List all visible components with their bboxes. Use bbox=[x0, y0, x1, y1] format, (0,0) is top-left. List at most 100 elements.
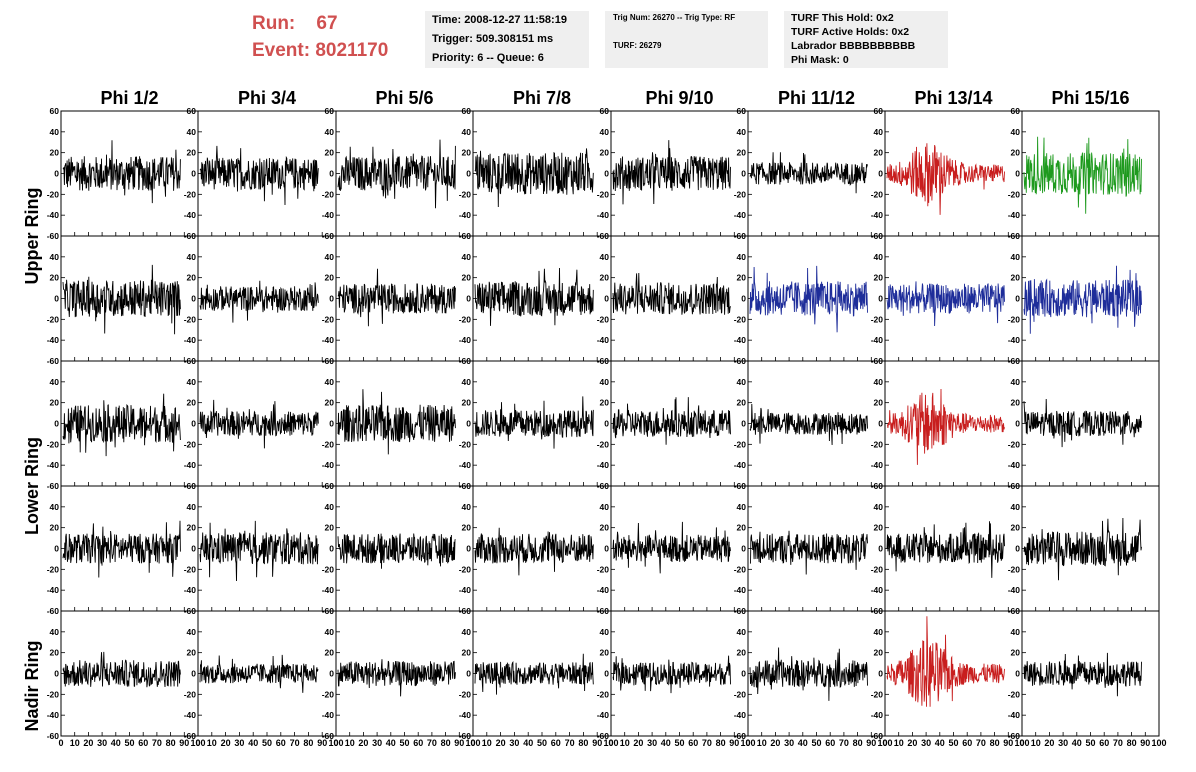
y-tick-label: -40 bbox=[47, 585, 60, 595]
y-tick-label: 20 bbox=[874, 148, 884, 158]
y-tick-label: 0 bbox=[604, 544, 609, 554]
y-tick-label: 40 bbox=[462, 502, 472, 512]
y-tick-label: -40 bbox=[734, 585, 747, 595]
y-tick-label: 40 bbox=[737, 252, 747, 262]
waveform-trace bbox=[337, 139, 456, 209]
y-tick-label: -40 bbox=[184, 585, 197, 595]
y-tick-label: 0 bbox=[466, 169, 471, 179]
column-header: Phi 11/12 bbox=[778, 88, 855, 108]
y-tick-label: 60 bbox=[187, 106, 197, 116]
waveform-trace bbox=[474, 396, 594, 449]
run-line: Run: 67 bbox=[252, 10, 388, 37]
y-tick-label: 40 bbox=[600, 127, 610, 137]
y-tick-label: 40 bbox=[325, 252, 335, 262]
x-tick-label: 40 bbox=[248, 738, 258, 748]
waveform-trace bbox=[474, 653, 594, 695]
y-tick-label: -40 bbox=[322, 460, 335, 470]
waveform-trace bbox=[749, 530, 868, 575]
turf-this-hold-text: TURF This Hold: 0x2 bbox=[791, 12, 894, 24]
y-tick-label: -20 bbox=[47, 439, 60, 449]
column-header: Phi 3/4 bbox=[238, 88, 296, 108]
y-tick-label: 60 bbox=[874, 106, 884, 116]
y-tick-label: 40 bbox=[600, 502, 610, 512]
y-tick-label: 0 bbox=[466, 669, 471, 679]
y-tick-label: 20 bbox=[50, 398, 60, 408]
x-tick-label: 100 bbox=[1014, 738, 1029, 748]
waveform-trace bbox=[749, 403, 868, 446]
waveform-trace bbox=[337, 268, 456, 327]
y-tick-label: 40 bbox=[187, 127, 197, 137]
y-tick-label: -40 bbox=[597, 710, 610, 720]
y-tick-label: 20 bbox=[187, 648, 197, 658]
y-tick-label: 0 bbox=[191, 294, 196, 304]
x-tick-label: 20 bbox=[221, 738, 231, 748]
y-tick-label: 40 bbox=[50, 127, 60, 137]
waveform-trace bbox=[886, 143, 1005, 215]
panel-frame bbox=[335, 485, 474, 612]
x-tick-label: 100 bbox=[740, 738, 755, 748]
y-tick-label: -40 bbox=[871, 335, 884, 345]
y-tick-label: -20 bbox=[734, 689, 747, 699]
y-tick-label: 0 bbox=[191, 669, 196, 679]
y-tick-label: 40 bbox=[187, 377, 197, 387]
y-tick-label: -20 bbox=[459, 439, 472, 449]
y-tick-label: 20 bbox=[874, 523, 884, 533]
y-tick-label: -20 bbox=[871, 314, 884, 324]
y-tick-label: -40 bbox=[459, 210, 472, 220]
y-tick-label: 0 bbox=[54, 169, 59, 179]
y-tick-label: 20 bbox=[1011, 273, 1021, 283]
y-tick-label: -40 bbox=[1008, 710, 1021, 720]
x-tick-label: 80 bbox=[578, 738, 588, 748]
waveform-trace bbox=[199, 520, 319, 582]
y-tick-label: 20 bbox=[600, 148, 610, 158]
y-tick-label: -20 bbox=[47, 564, 60, 574]
y-tick-label: 20 bbox=[874, 273, 884, 283]
y-tick-label: -20 bbox=[184, 189, 197, 199]
ring-label: Nadir Ring bbox=[22, 640, 42, 731]
y-tick-label: -20 bbox=[734, 439, 747, 449]
y-tick-label: -60 bbox=[47, 606, 60, 616]
waveform-trace bbox=[886, 521, 1005, 578]
column-header: Phi 9/10 bbox=[645, 88, 713, 108]
waveform-trace bbox=[1023, 517, 1142, 581]
y-tick-label: -40 bbox=[871, 210, 884, 220]
y-tick-label: 20 bbox=[325, 148, 335, 158]
y-tick-label: -20 bbox=[322, 439, 335, 449]
trigger-info-box: Trig Num: 26270 -- Trig Type: RF TURF: 2… bbox=[605, 11, 768, 68]
y-tick-label: 40 bbox=[462, 127, 472, 137]
y-tick-label: 20 bbox=[325, 273, 335, 283]
y-tick-label: 0 bbox=[54, 419, 59, 429]
y-tick-label: 20 bbox=[600, 648, 610, 658]
column-header: Phi 15/16 bbox=[1051, 88, 1129, 108]
y-tick-label: 40 bbox=[462, 627, 472, 637]
x-tick-label: 30 bbox=[509, 738, 519, 748]
y-tick-label: -20 bbox=[597, 189, 610, 199]
x-tick-label: 70 bbox=[1113, 738, 1123, 748]
x-tick-label: 70 bbox=[427, 738, 437, 748]
time-text: Time: 2008-12-27 11:58:19 bbox=[432, 14, 567, 26]
turf-info-box: TURF This Hold: 0x2 TURF Active Holds: 0… bbox=[784, 11, 948, 68]
x-tick-label: 90 bbox=[1140, 738, 1150, 748]
x-tick-label: 70 bbox=[565, 738, 575, 748]
x-tick-label: 30 bbox=[784, 738, 794, 748]
x-tick-label: 10 bbox=[1031, 738, 1041, 748]
y-tick-label: -40 bbox=[871, 460, 884, 470]
y-tick-label: -40 bbox=[322, 335, 335, 345]
x-tick-label: 90 bbox=[866, 738, 876, 748]
x-tick-label: 80 bbox=[990, 738, 1000, 748]
waveform-trace bbox=[1023, 398, 1142, 448]
x-tick-label: 20 bbox=[633, 738, 643, 748]
y-tick-label: -20 bbox=[47, 314, 60, 324]
y-tick-label: 20 bbox=[325, 398, 335, 408]
x-tick-label: 100 bbox=[1151, 738, 1166, 748]
y-tick-label: 40 bbox=[874, 252, 884, 262]
y-tick-label: 0 bbox=[54, 294, 59, 304]
waveform-trace bbox=[337, 659, 456, 697]
y-tick-label: 0 bbox=[878, 544, 883, 554]
y-tick-label: 0 bbox=[878, 419, 883, 429]
y-tick-label: 0 bbox=[329, 419, 334, 429]
y-tick-label: -20 bbox=[734, 314, 747, 324]
y-tick-label: -20 bbox=[597, 564, 610, 574]
column-header: Phi 13/14 bbox=[914, 88, 992, 108]
y-tick-label: 40 bbox=[1011, 502, 1021, 512]
